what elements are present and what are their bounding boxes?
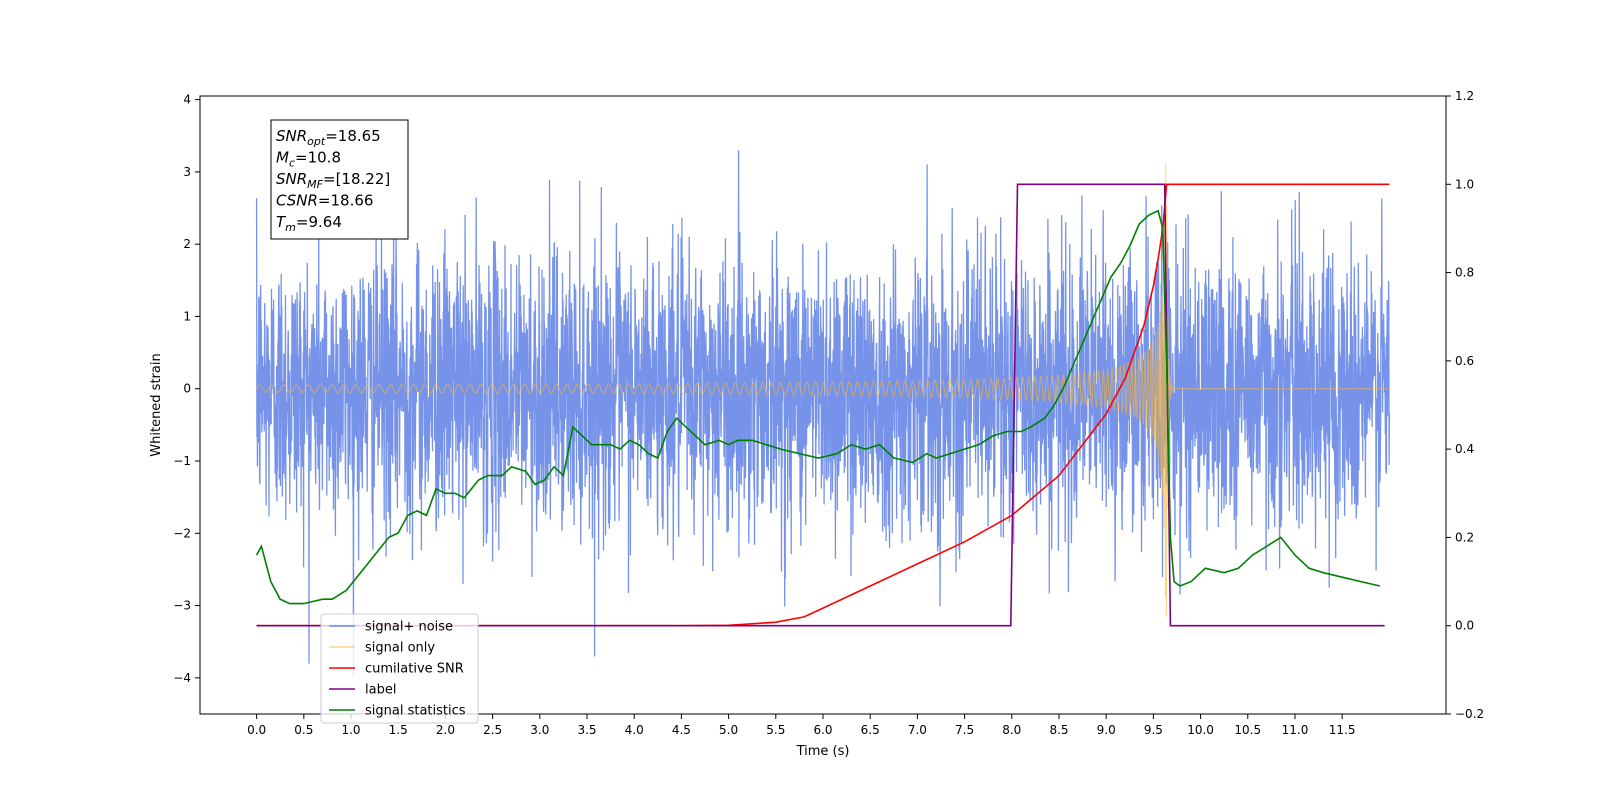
x-tick-label: 2.0 bbox=[436, 723, 455, 737]
annotation-line: SNRMF=[18.22] bbox=[276, 170, 390, 191]
x-tick-label: 7.5 bbox=[955, 723, 974, 737]
x-axis-label: Time (s) bbox=[796, 744, 850, 759]
annotation-line: Mc=10.8 bbox=[276, 149, 341, 170]
annotation-box: SNRopt=18.65Mc=10.8SNRMF=[18.22]CSNR=18.… bbox=[270, 119, 409, 240]
y-tick-label: 1 bbox=[183, 309, 191, 323]
x-axis: 0.0 0.5 1.0 1.5 2.0 2.5 3.0 3.5 4.0 4.5 5.0 5.5 6.0 6… bbox=[247, 714, 1356, 737]
legend-item-signal-noise: signal+ noise bbox=[329, 620, 453, 635]
x-tick-label: 1.5 bbox=[389, 723, 408, 737]
x-tick-label: 3.5 bbox=[577, 723, 596, 737]
series-label bbox=[256, 183, 1385, 627]
series-signal-only bbox=[256, 162, 1390, 617]
series-layer bbox=[255, 150, 1391, 678]
x-tick-label: 10.5 bbox=[1234, 723, 1261, 737]
series-signal-noise bbox=[255, 150, 1391, 678]
y-axis-right: −0.2 0.0 0.2 0.4 0.6 0.8 1.0 1.2 bbox=[1446, 89, 1484, 721]
x-tick-label: 0.5 bbox=[294, 723, 313, 737]
y-tick-label: −2 bbox=[173, 526, 191, 540]
x-tick-label: 0.0 bbox=[247, 723, 266, 737]
series-line-label bbox=[256, 183, 1385, 627]
x-tick-label: 6.0 bbox=[813, 723, 832, 737]
legend-item-signal-statistics: signal statistics bbox=[329, 704, 466, 719]
annotation-line: Tm=9.64 bbox=[276, 213, 342, 234]
x-tick-label: 11.5 bbox=[1329, 723, 1356, 737]
y-tick-label: 3 bbox=[183, 165, 191, 179]
x-tick-label: 2.5 bbox=[483, 723, 502, 737]
series-line-signal-statistics bbox=[255, 209, 1381, 605]
y2-tick-label: 0.6 bbox=[1455, 354, 1474, 368]
y2-tick-label: 1.2 bbox=[1455, 89, 1474, 103]
annotation-line: CSNR=18.66 bbox=[276, 192, 373, 210]
legend-label: signal+ noise bbox=[365, 620, 453, 635]
y2-tick-label: 0.0 bbox=[1455, 619, 1474, 633]
annotation-frame bbox=[270, 119, 409, 240]
y2-tick-label: 0.8 bbox=[1455, 266, 1474, 280]
x-tick-label: 5.5 bbox=[766, 723, 785, 737]
x-tick-label: 11.0 bbox=[1282, 723, 1309, 737]
series-line-signal-noise bbox=[255, 150, 1391, 678]
series-signal-statistics bbox=[255, 209, 1381, 605]
y2-tick-label: 0.2 bbox=[1455, 530, 1474, 544]
legend-label: signal statistics bbox=[365, 704, 466, 719]
x-tick-label: 8.0 bbox=[1002, 723, 1021, 737]
legend-label: signal only bbox=[365, 641, 435, 656]
legend-item-label: label bbox=[329, 683, 396, 698]
legend-item-signal-only: signal only bbox=[329, 641, 435, 656]
x-tick-label: 7.0 bbox=[908, 723, 927, 737]
x-tick-label: 8.5 bbox=[1049, 723, 1068, 737]
x-tick-label: 10.0 bbox=[1187, 723, 1214, 737]
x-tick-label: 4.5 bbox=[672, 723, 691, 737]
x-tick-label: 1.0 bbox=[341, 723, 360, 737]
y-tick-label: 2 bbox=[183, 237, 191, 251]
x-tick-label: 3.0 bbox=[530, 723, 549, 737]
x-tick-label: 4.0 bbox=[625, 723, 644, 737]
x-tick-label: 6.5 bbox=[861, 723, 880, 737]
y2-tick-label: 0.4 bbox=[1455, 442, 1474, 456]
y-axis-label: Whitened strain bbox=[149, 353, 164, 456]
y-axis-left: −4 −3 −2 −1 0 1 2 3 4 bbox=[173, 93, 200, 685]
x-tick-label: 9.5 bbox=[1144, 723, 1163, 737]
y-tick-label: −3 bbox=[173, 599, 191, 613]
series-line-signal-only bbox=[256, 162, 1390, 617]
y-tick-label: −4 bbox=[173, 671, 191, 685]
y-tick-label: 4 bbox=[183, 93, 191, 107]
legend-item-cumilative-snr: cumilative SNR bbox=[329, 662, 464, 677]
y-tick-label: −1 bbox=[173, 454, 191, 468]
y2-tick-label: 1.0 bbox=[1455, 177, 1474, 191]
legend-frame bbox=[320, 613, 479, 724]
annotation-line: SNRopt=18.65 bbox=[276, 127, 381, 148]
legend-label: cumilative SNR bbox=[365, 662, 464, 677]
legend: signal+ noise signal only cumilative SNR la… bbox=[320, 613, 479, 724]
x-tick-label: 9.0 bbox=[1097, 723, 1116, 737]
legend-label: label bbox=[365, 683, 396, 698]
x-tick-label: 5.0 bbox=[719, 723, 738, 737]
y2-tick-label: −0.2 bbox=[1455, 707, 1484, 721]
y-tick-label: 0 bbox=[183, 382, 191, 396]
